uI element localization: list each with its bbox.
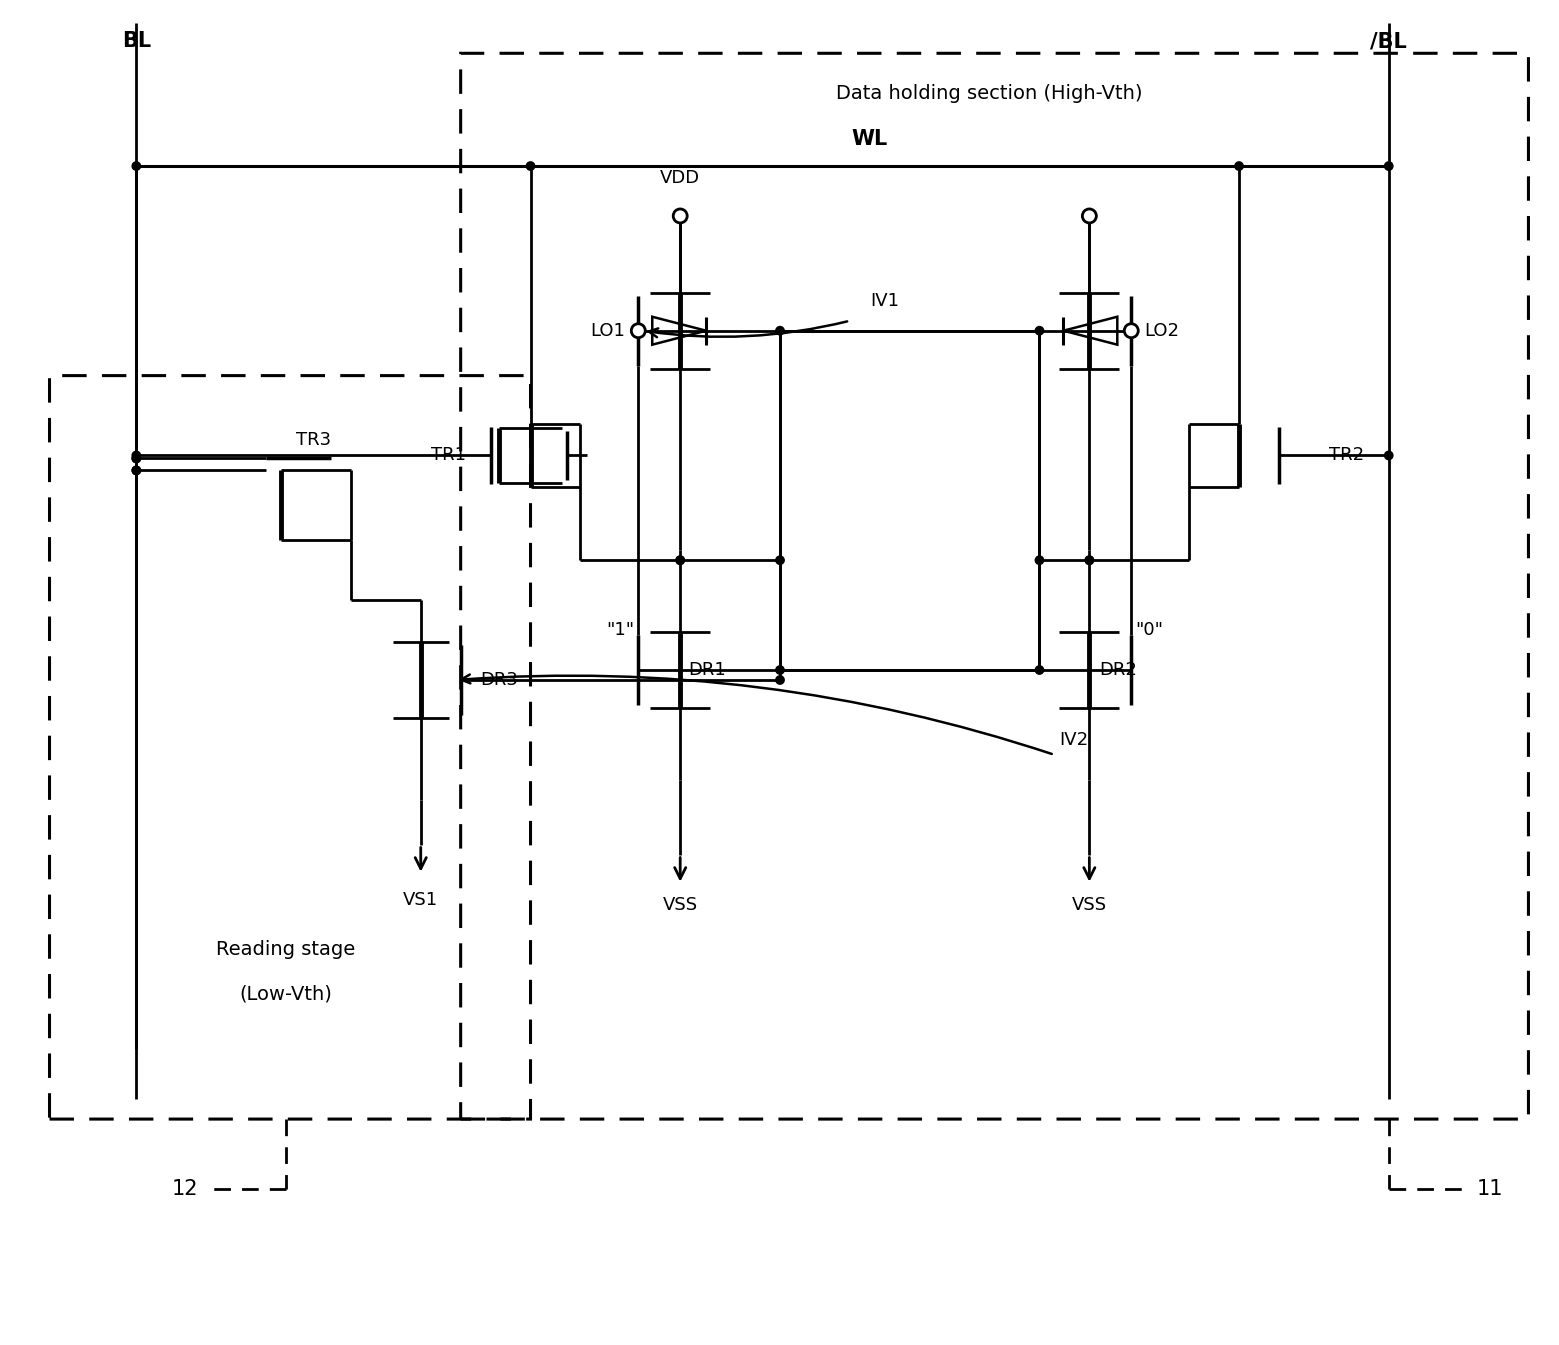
Text: TR3: TR3 <box>296 432 331 449</box>
Circle shape <box>1235 161 1243 171</box>
Circle shape <box>677 555 684 565</box>
Circle shape <box>673 208 688 223</box>
Circle shape <box>776 555 784 565</box>
Text: BL: BL <box>122 31 151 51</box>
Circle shape <box>1035 555 1043 565</box>
Text: LO2: LO2 <box>1144 321 1179 340</box>
Text: "1": "1" <box>606 621 635 639</box>
Circle shape <box>133 161 140 171</box>
Text: DR3: DR3 <box>480 671 519 689</box>
Circle shape <box>1035 327 1043 335</box>
Circle shape <box>1384 452 1392 460</box>
Text: IV1: IV1 <box>870 292 900 309</box>
Circle shape <box>631 324 645 338</box>
Circle shape <box>776 666 784 674</box>
Text: IV2: IV2 <box>1060 730 1088 749</box>
Circle shape <box>1085 555 1093 565</box>
Circle shape <box>1124 324 1138 338</box>
Text: DR1: DR1 <box>688 660 726 679</box>
Circle shape <box>133 455 140 463</box>
Text: DR2: DR2 <box>1099 660 1137 679</box>
Text: WL: WL <box>851 129 889 149</box>
Text: TR1: TR1 <box>430 447 466 464</box>
Circle shape <box>1082 208 1096 223</box>
Circle shape <box>677 555 684 565</box>
Circle shape <box>133 467 140 475</box>
Text: VS1: VS1 <box>404 890 438 908</box>
Text: 11: 11 <box>1476 1180 1503 1198</box>
Circle shape <box>776 327 784 335</box>
Circle shape <box>1035 666 1043 674</box>
Text: VDD: VDD <box>659 169 700 187</box>
Text: "0": "0" <box>1135 621 1163 639</box>
Circle shape <box>133 455 140 463</box>
Text: Data holding section (High-Vth): Data holding section (High-Vth) <box>836 83 1143 102</box>
Circle shape <box>1384 161 1392 171</box>
Text: VSS: VSS <box>663 896 698 913</box>
Text: LO1: LO1 <box>591 321 625 340</box>
Circle shape <box>527 161 535 171</box>
Circle shape <box>1085 555 1093 565</box>
Circle shape <box>776 675 784 685</box>
Text: 12: 12 <box>171 1180 198 1198</box>
Circle shape <box>133 452 140 460</box>
Text: Reading stage: Reading stage <box>217 940 355 959</box>
Text: /BL: /BL <box>1370 31 1408 51</box>
Text: VSS: VSS <box>1071 896 1107 913</box>
Text: (Low-Vth): (Low-Vth) <box>240 985 332 1003</box>
Circle shape <box>133 467 140 475</box>
Text: TR2: TR2 <box>1328 447 1364 464</box>
